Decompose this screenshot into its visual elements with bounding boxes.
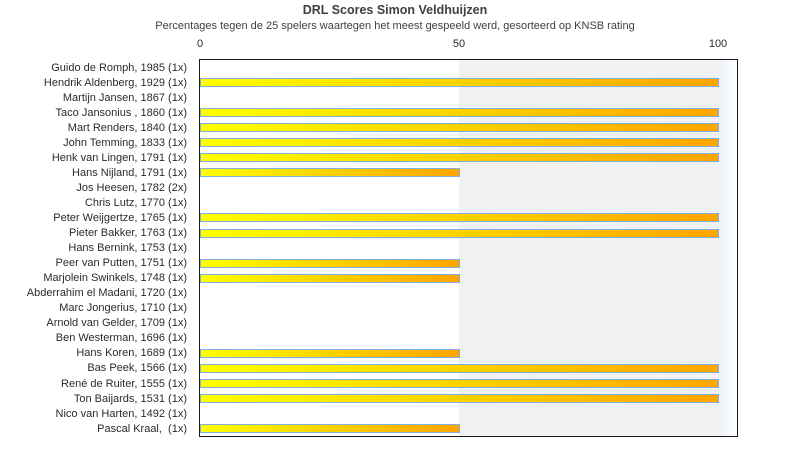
bar-row	[200, 376, 737, 391]
category-label: Arnold van Gelder, 1709 (1x)	[46, 317, 187, 330]
bar-row	[200, 226, 737, 241]
category-label: Henk van Lingen, 1791 (1x)	[51, 151, 187, 164]
category-label: Peter Weijgertze, 1765 (1x)	[53, 211, 187, 224]
category-label: Hans Nijland, 1791 (1x)	[72, 166, 187, 179]
category-label: Pascal Kraal, (1x)	[97, 422, 187, 435]
score-bar	[200, 153, 719, 163]
score-bar	[200, 168, 460, 178]
score-bar	[200, 138, 719, 148]
category-label: Martijn Jansen, 1867 (1x)	[62, 91, 187, 104]
category-label: Pieter Bakker, 1763 (1x)	[68, 227, 187, 240]
x-axis-tick-0: 0	[196, 38, 204, 50]
score-bar	[200, 108, 719, 118]
category-label: Ton Baijards, 1531 (1x)	[73, 392, 187, 405]
chart-title: DRL Scores Simon Veldhuijzen	[302, 3, 488, 17]
bar-row	[200, 391, 737, 406]
category-label: Chris Lutz, 1770 (1x)	[84, 196, 187, 209]
score-bar	[200, 363, 719, 373]
score-bar	[200, 258, 460, 268]
bar-row	[200, 180, 737, 195]
category-label: Jos Heesen, 1782 (2x)	[76, 181, 187, 194]
category-label: Taco Jansonius , 1860 (1x)	[55, 106, 187, 119]
chart-subtitle: Percentages tegen de 25 spelers waartege…	[155, 20, 635, 32]
x-axis-tick-50: 50	[452, 38, 466, 50]
bar-row	[200, 105, 737, 120]
category-labels: Guido de Romph, 1985 (1x) Hendrik Aldenbe…	[0, 60, 193, 436]
bar-row	[200, 150, 737, 165]
bar-row	[200, 301, 737, 316]
category-label: Abderrahim el Madani, 1720 (1x)	[26, 287, 187, 300]
bar-row	[200, 406, 737, 421]
bar-row	[200, 195, 737, 210]
category-label: Marjolein Swinkels, 1748 (1x)	[43, 272, 187, 285]
category-label: Nico van Harten, 1492 (1x)	[55, 407, 187, 420]
score-bar	[200, 123, 719, 133]
category-label: Peer van Putten, 1751 (1x)	[55, 257, 187, 270]
bar-row	[200, 210, 737, 225]
bar-row	[200, 120, 737, 135]
bar-row	[200, 331, 737, 346]
score-bar	[200, 213, 719, 223]
score-bar	[200, 228, 719, 238]
plot-area	[199, 59, 738, 437]
category-label: Ben Westerman, 1696 (1x)	[55, 332, 187, 345]
category-label: John Temming, 1833 (1x)	[63, 136, 187, 149]
bar-row	[200, 241, 737, 256]
score-bar	[200, 394, 719, 404]
bar-row	[200, 346, 737, 361]
category-label: Hendrik Aldenberg, 1929 (1x)	[43, 76, 187, 89]
score-bar	[200, 78, 719, 88]
score-bar	[200, 424, 460, 434]
score-bar	[200, 379, 719, 388]
category-label: René de Ruiter, 1555 (1x)	[61, 377, 187, 390]
bar-row	[200, 135, 737, 150]
category-label: Marc Jongerius, 1710 (1x)	[59, 302, 187, 315]
bar-row	[200, 316, 737, 331]
category-label: Guido de Romph, 1985 (1x)	[51, 61, 187, 74]
bar-row	[200, 421, 737, 436]
bar-row	[200, 286, 737, 301]
bar-row	[200, 165, 737, 180]
category-label: Hans Koren, 1689 (1x)	[76, 347, 187, 360]
bar-row	[200, 75, 737, 90]
bar-row	[200, 271, 737, 286]
bar-row	[200, 90, 737, 105]
category-label: Bas Peek, 1566 (1x)	[87, 362, 187, 375]
category-label: Mart Renders, 1840 (1x)	[67, 121, 187, 134]
bar-row	[200, 256, 737, 271]
bar-row	[200, 60, 737, 75]
score-bar	[200, 273, 460, 283]
bar-row	[200, 361, 737, 376]
x-axis-tick-100: 100	[708, 38, 728, 50]
score-bar	[200, 348, 460, 358]
category-label: Hans Bernink, 1753 (1x)	[68, 242, 187, 255]
